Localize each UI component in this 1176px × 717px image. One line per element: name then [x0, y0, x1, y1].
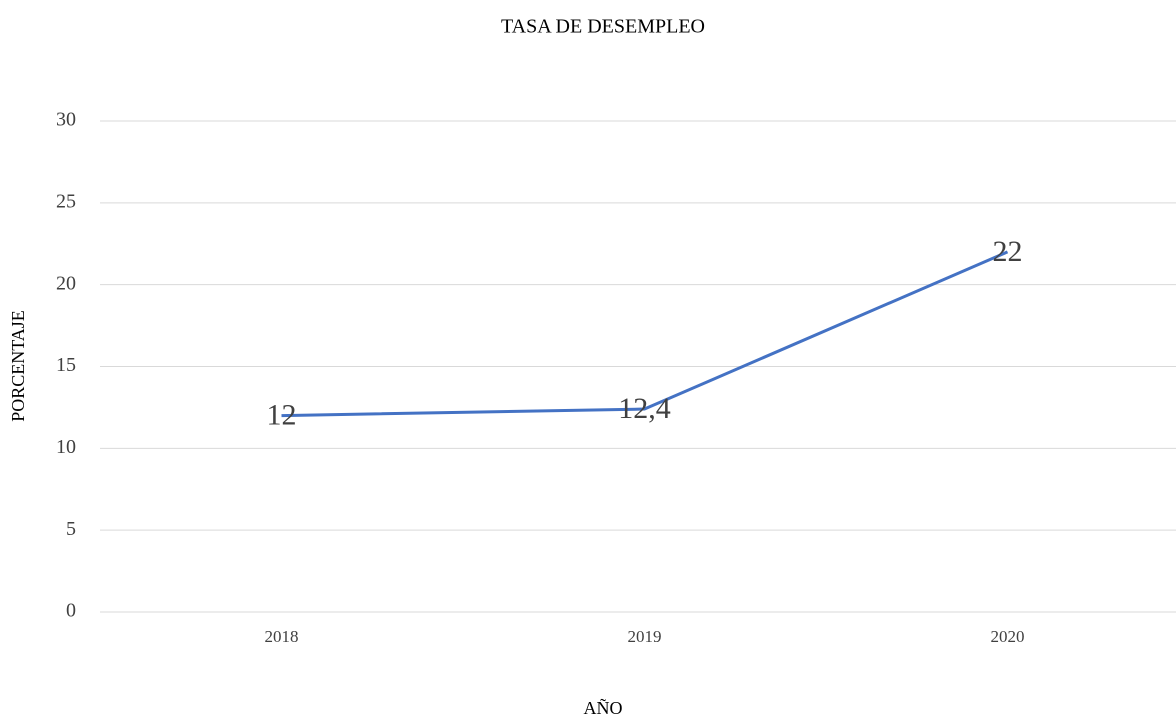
y-tick-label: 20	[56, 272, 76, 294]
line-series	[281, 250, 1009, 418]
data-label: 12,4	[618, 392, 671, 425]
data-label: 22	[993, 235, 1023, 268]
x-tick-label: 2018	[265, 627, 299, 646]
y-tick-label: 15	[56, 354, 76, 376]
x-tick-label: 2019	[628, 627, 662, 646]
y-tick-label: 25	[56, 190, 76, 212]
x-axis-title: AÑO	[584, 697, 623, 717]
data-label: 12	[267, 398, 297, 431]
y-tick-label: 5	[66, 518, 76, 540]
y-axis-title: PORCENTAJE	[8, 310, 28, 422]
x-tick-label: 2020	[991, 627, 1025, 646]
y-tick-label: 30	[56, 109, 76, 131]
chart-title: TASA DE DESEMPLEO	[501, 16, 705, 38]
y-tick-label: 0	[66, 600, 76, 622]
y-tick-label: 10	[56, 436, 76, 458]
